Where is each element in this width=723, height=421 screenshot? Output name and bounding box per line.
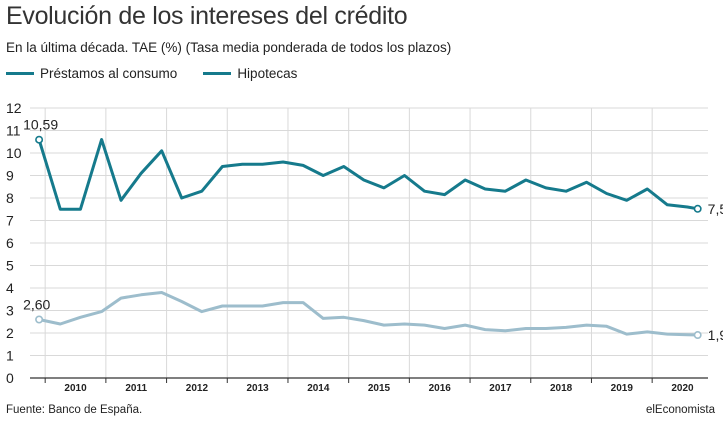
x-tick-label: 2010 xyxy=(64,383,87,394)
data-label: 2,60 xyxy=(23,297,50,313)
x-tick-label: 2016 xyxy=(429,383,452,394)
brand-logo-text: elEconomista xyxy=(645,404,715,416)
y-tick-label: 8 xyxy=(6,190,14,206)
chart-title: Evolución de los intereses del crédito xyxy=(6,2,408,30)
y-tick-label: 6 xyxy=(6,235,14,251)
x-tick-label: 2019 xyxy=(611,383,634,394)
y-tick-label: 3 xyxy=(6,303,14,319)
x-tick-label: 2013 xyxy=(246,383,269,394)
series-lines xyxy=(37,138,700,337)
y-tick-label: 1 xyxy=(6,348,14,364)
x-tick-label: 2020 xyxy=(671,383,694,394)
x-tick-label: 2017 xyxy=(489,383,512,394)
data-label: 7,52 xyxy=(708,201,723,217)
y-tick-label: 4 xyxy=(6,280,14,296)
legend-label-consumo: Préstamos al consumo xyxy=(40,66,178,81)
series-line-consumo xyxy=(37,138,700,211)
y-tick-label: 5 xyxy=(6,258,14,274)
legend-item-consumo: Préstamos al consumo xyxy=(6,66,177,81)
y-tick-label: 0 xyxy=(6,370,14,386)
data-label: 1,91 xyxy=(708,327,723,343)
legend-item-hipotecas: Hipotecas xyxy=(203,66,297,81)
series-line-hipotecas xyxy=(37,291,700,337)
legend-label-hipotecas: Hipotecas xyxy=(237,66,298,81)
data-label: 10,59 xyxy=(23,117,58,133)
legend-swatch-hipotecas xyxy=(203,72,232,75)
legend-swatch-consumo xyxy=(6,72,34,75)
chart-legend: Préstamos al consumo Hipotecas xyxy=(6,66,297,81)
grid-lines xyxy=(30,107,708,378)
y-tick-label: 7 xyxy=(6,213,14,229)
data-point-marker xyxy=(35,315,44,324)
y-tick-label: 10 xyxy=(6,145,22,161)
source-note: Fuente: Banco de España. xyxy=(6,404,143,416)
y-tick-label: 9 xyxy=(6,168,14,184)
data-point-marker xyxy=(693,204,702,213)
x-tick-label: 2011 xyxy=(125,383,147,394)
y-tick-label: 2 xyxy=(6,325,14,341)
chart-subtitle: En la última década. TAE (%) (Tasa media… xyxy=(6,40,452,55)
x-tick-label: 2012 xyxy=(186,383,209,394)
y-tick-label: 11 xyxy=(6,123,21,139)
data-point-marker xyxy=(35,135,44,144)
y-tick-label: 12 xyxy=(6,100,22,116)
x-tick-label: 2018 xyxy=(550,383,573,394)
x-tick-label: 2014 xyxy=(307,383,330,394)
x-tick-label: 2015 xyxy=(368,383,391,394)
data-labels: 10,59 7,52 2,60 1,91 xyxy=(23,117,723,343)
data-point-marker xyxy=(693,331,702,340)
